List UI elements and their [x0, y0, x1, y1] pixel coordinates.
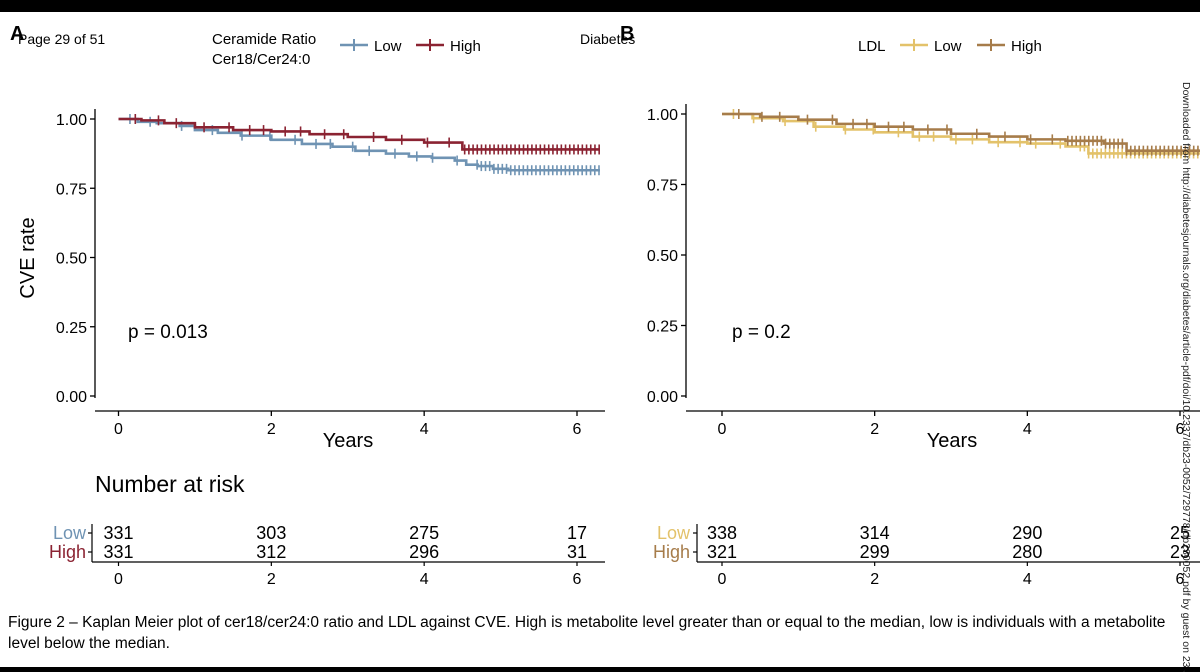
panel-a-x-axis: 0 2 4 6 — [95, 410, 605, 438]
y-tick-label: 0.00 — [647, 389, 678, 406]
legend-a-title-line1: Ceramide Ratio — [212, 31, 316, 48]
panel-b-y-axis: 0.00 0.25 0.50 0.75 1.00 — [647, 104, 687, 406]
x-tick-label: 6 — [573, 421, 582, 438]
figure-canvas: Page 29 of 51 Diabetes A B Ceramide Rati… — [10, 23, 1200, 588]
risk-row-label: Low — [657, 523, 691, 543]
x-tick-label: 2 — [870, 421, 879, 438]
risk-time-label: 0 — [718, 571, 727, 588]
y-tick-label: 0.25 — [56, 320, 87, 337]
y-tick-label: 0.50 — [56, 251, 87, 268]
y-tick-label: 1.00 — [56, 112, 87, 129]
risk-table-a: Low 331 303 275 17 High 331 312 296 31 0 2 4 6 — [49, 523, 605, 588]
risk-count: 314 — [860, 523, 890, 543]
y-tick-label: 0.50 — [647, 248, 678, 265]
risk-time-label: 2 — [870, 571, 879, 588]
km-curve-high — [722, 112, 1200, 152]
legend-a-high-key — [416, 39, 444, 51]
risk-time-label: 2 — [267, 571, 276, 588]
legend-b-high-label: High — [1011, 38, 1042, 55]
panel-b-plot: 0.00 0.25 0.50 0.75 1.00 0 2 4 6 Years p = 0.2 — [647, 104, 1200, 452]
risk-row-label: High — [653, 542, 690, 562]
panel-b-p-value: p = 0.2 — [732, 322, 791, 343]
censor-marks-low — [129, 114, 600, 176]
risk-row-label: Low — [53, 523, 87, 543]
y-tick-label: 0.75 — [647, 178, 678, 195]
legend-a-high-label: High — [450, 38, 481, 55]
panel-b-letter: B — [620, 23, 634, 45]
risk-count: 31 — [567, 542, 587, 562]
censor-marks-high — [134, 114, 600, 155]
x-tick-label: 4 — [420, 421, 429, 438]
page-label: Page 29 of 51 — [18, 31, 105, 47]
download-watermark: Downloaded from http://diabetesjournals.… — [1176, 82, 1198, 672]
risk-time-label: 6 — [1176, 571, 1185, 588]
legend-a-low-label: Low — [374, 38, 402, 55]
panel-a-letter: A — [10, 23, 24, 45]
y-tick-label: 0.75 — [56, 181, 87, 198]
legend-b-low-key — [900, 39, 928, 51]
panel-a-y-label: CVE rate — [17, 217, 39, 298]
legend-a-title-line2: Cer18/Cer24:0 — [212, 51, 310, 68]
risk-table-title: Number at risk — [95, 471, 245, 497]
risk-count: 331 — [103, 542, 133, 562]
risk-count: 280 — [1012, 542, 1042, 562]
risk-count: 303 — [256, 523, 286, 543]
legend-a: Ceramide Ratio Cer18/Cer24:0 Low High — [212, 31, 481, 68]
watermark-text: Downloaded from http://diabetesjournals.… — [1180, 82, 1192, 672]
panel-b-x-label: Years — [927, 430, 977, 452]
x-tick-label: 0 — [718, 421, 727, 438]
x-tick-label: 2 — [267, 421, 276, 438]
journal-name: Diabetes — [580, 31, 635, 47]
risk-count: 338 — [707, 523, 737, 543]
risk-count: 299 — [860, 542, 890, 562]
legend-b-title: LDL — [858, 38, 886, 55]
risk-count: 331 — [103, 523, 133, 543]
legend-b-high-key — [977, 39, 1005, 51]
risk-count: 290 — [1012, 523, 1042, 543]
panel-b-x-axis: 0 2 4 6 — [686, 410, 1200, 438]
legend-a-low-key — [340, 39, 368, 51]
risk-row-label: High — [49, 542, 86, 562]
risk-time-label: 4 — [1023, 571, 1032, 588]
risk-count: 321 — [707, 542, 737, 562]
figure-caption: Figure 2 – Kaplan Meier plot of cer18/ce… — [8, 614, 1166, 652]
y-tick-label: 0.25 — [647, 319, 678, 336]
risk-count: 312 — [256, 542, 286, 562]
censor-marks-high — [737, 109, 1199, 156]
km-curve-high — [118, 117, 600, 151]
panel-a-curves — [118, 114, 600, 176]
panel-a-p-value: p = 0.013 — [128, 322, 208, 343]
risk-count: 23 — [1170, 542, 1190, 562]
legend-b: LDL Low High — [858, 38, 1042, 55]
y-tick-label: 1.00 — [647, 107, 678, 124]
x-tick-label: 0 — [114, 421, 123, 438]
panel-a-plot: CVE rate 0.00 0.25 0.50 0.75 1.00 0 2 4 6 Years… — [17, 109, 605, 452]
km-curve-low — [722, 112, 1200, 155]
y-tick-label: 0.00 — [56, 389, 87, 406]
legend-b-low-label: Low — [934, 38, 962, 55]
risk-time-label: 6 — [573, 571, 582, 588]
risk-table-b: Low 338 314 290 25 High 321 299 280 23 0 2 4 6 — [653, 523, 1200, 588]
risk-time-label: 4 — [420, 571, 429, 588]
risk-count: 17 — [567, 523, 587, 543]
x-tick-label: 6 — [1176, 421, 1185, 438]
risk-time-label: 0 — [114, 571, 123, 588]
document-page: Page 29 of 51 Diabetes A B Ceramide Rati… — [0, 12, 1200, 672]
panel-a-y-axis: 0.00 0.25 0.50 0.75 1.00 — [56, 109, 96, 406]
risk-count: 25 — [1170, 523, 1190, 543]
risk-count: 275 — [409, 523, 439, 543]
risk-count: 296 — [409, 542, 439, 562]
x-tick-label: 4 — [1023, 421, 1032, 438]
panel-b-curves — [722, 109, 1200, 159]
panel-a-x-label: Years — [323, 430, 373, 452]
